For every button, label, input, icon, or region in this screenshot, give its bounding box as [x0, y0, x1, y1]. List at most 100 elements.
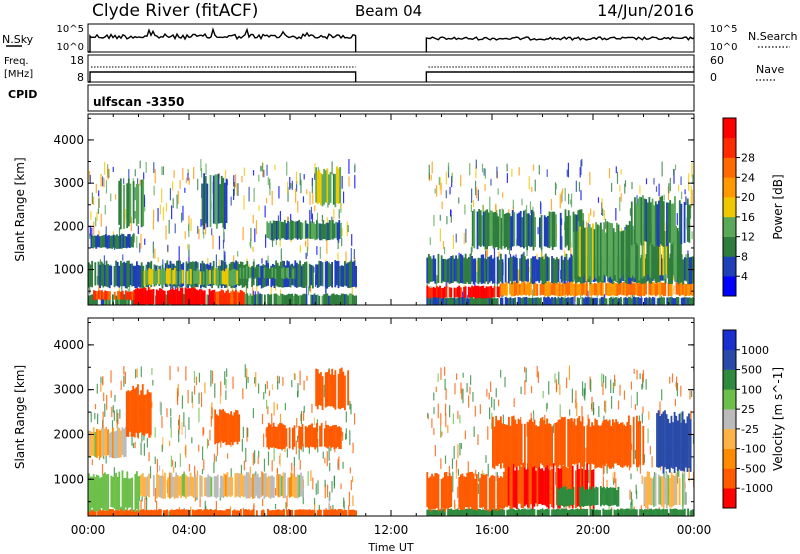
velocity-colorbar-swatch [723, 409, 736, 430]
power-ytick-label: 2000 [53, 219, 84, 233]
power-colorbar-swatch [723, 137, 736, 158]
velocity-colorbar-swatch [723, 389, 736, 410]
velocity-region [426, 471, 505, 512]
freq-label-top: Freq. [4, 56, 29, 67]
velocity-colorbar-frame [722, 329, 737, 509]
velocity-colorbar-label: 500 [741, 364, 762, 377]
power-ytick-label: 1000 [53, 263, 84, 277]
nave-label: Nave [756, 63, 784, 76]
nsearch-tick-bottom: 10^0 [710, 42, 737, 53]
power-region [214, 289, 245, 305]
cpid-program: ulfscan -3350 [93, 95, 184, 109]
velocity-data-area [88, 364, 694, 516]
power-colorbar-swatch [723, 157, 736, 178]
cpid-label: CPID [8, 88, 37, 101]
velocity-region [315, 367, 350, 411]
velocity-colorbar-label: -25 [741, 423, 759, 436]
power-region [426, 285, 501, 299]
velocity-region [88, 508, 357, 516]
power-region [93, 290, 135, 301]
power-colorbar-swatch [723, 118, 736, 139]
velocity-region [656, 410, 692, 474]
velocity-region [88, 426, 127, 459]
velocity-region [266, 422, 342, 450]
power-colorbar-label: 12 [741, 231, 755, 244]
power-region [630, 195, 691, 247]
power-panel: 1000 2000 3000 4000 Slant Range [km] [13, 113, 695, 306]
power-region [239, 266, 296, 279]
x-tick-label: 16:00 [475, 523, 510, 537]
x-tick-label: 20:00 [576, 523, 611, 537]
velocity-region [125, 384, 152, 438]
x-axis-label: Time UT [367, 541, 413, 554]
velocity-colorbar-swatch [723, 428, 736, 449]
velocity-region [426, 508, 694, 516]
nsearch-tick-top: 10^5 [710, 24, 737, 35]
power-region [118, 178, 145, 230]
velocity-colorbar-swatch [723, 369, 736, 390]
nsky-tick-top: 10^5 [57, 24, 84, 35]
power-colorbar-label: 20 [741, 191, 755, 204]
power-region [133, 287, 216, 305]
power-colorbar-label: 28 [741, 152, 755, 165]
power-data-area [88, 158, 694, 305]
velocity-colorbar: 1000 500 100 25 -25 -100 -500 -1000 Velocity [m … [722, 329, 785, 509]
velocity-colorbar-swatch [723, 330, 736, 351]
velocity-colorbar-swatch [723, 468, 736, 489]
cpid-strip: CPID ulfscan -3350 [8, 84, 695, 112]
station-title: Clyde River (fitACF) [92, 1, 258, 21]
date-label: 14/Jun/2016 [597, 1, 694, 20]
power-region [143, 267, 239, 286]
x-tick-label: 12:00 [374, 523, 409, 537]
velocity-region [643, 471, 686, 509]
velocity-colorbar-label: -100 [741, 443, 766, 456]
power-region [90, 233, 134, 249]
power-colorbar-label: 24 [741, 171, 755, 184]
freq-tick-bottom: 8 [77, 71, 84, 84]
velocity-colorbar-swatch [723, 349, 736, 370]
power-region [426, 296, 694, 305]
velocity-colorbar-label: 100 [741, 383, 762, 396]
x-tick-label: 04:00 [172, 523, 207, 537]
velocity-region [492, 415, 645, 470]
power-region [572, 220, 682, 283]
velocity-region [138, 472, 304, 499]
velocity-colorbar-label: -1000 [741, 482, 773, 495]
velocity-colorbar-label: 25 [741, 403, 755, 416]
power-colorbar-title: Power [dB] [771, 174, 785, 239]
velocity-colorbar-swatch [723, 448, 736, 469]
power-ytick-label: 3000 [53, 176, 84, 190]
velocity-region [556, 486, 620, 508]
power-colorbar-swatch [723, 276, 736, 297]
cpid-frame [87, 84, 695, 112]
nave-tick-bottom: 0 [710, 71, 717, 84]
nsky-frame [87, 23, 695, 53]
power-colorbar-label: 4 [741, 270, 748, 283]
x-tick-label: 08:00 [273, 523, 308, 537]
nsky-trace [88, 27, 695, 53]
freq-tick-top: 18 [70, 54, 84, 67]
nsky-tick-bottom: 10^0 [57, 42, 84, 53]
velocity-region [214, 408, 241, 446]
power-ytick-label: 4000 [53, 133, 84, 147]
velocity-region [88, 470, 140, 513]
power-region [201, 173, 228, 230]
power-colorbar-swatch [723, 256, 736, 277]
freq-trace [88, 71, 694, 83]
power-colorbar-swatch [723, 177, 736, 198]
power-colorbar-swatch [723, 197, 736, 218]
freq-frame [87, 54, 695, 83]
velocity-y-axis-label: Slant Range [km] [13, 365, 27, 469]
power-colorbar-frame [722, 117, 737, 297]
nsky-label: N.Sky [2, 33, 34, 46]
power-region [315, 166, 342, 208]
x-tick-label: 00:00 [71, 523, 106, 537]
beam-label: Beam 04 [355, 2, 422, 20]
velocity-colorbar-swatch [723, 488, 736, 509]
velocity-panel: 1000 2000 3000 4000 Slant Range [km] [13, 317, 695, 517]
power-colorbar-label: 16 [741, 211, 755, 224]
power-colorbar-swatch [723, 236, 736, 257]
freq-label-bottom: [MHz] [4, 69, 33, 80]
nave-tick-top: 60 [710, 54, 724, 67]
